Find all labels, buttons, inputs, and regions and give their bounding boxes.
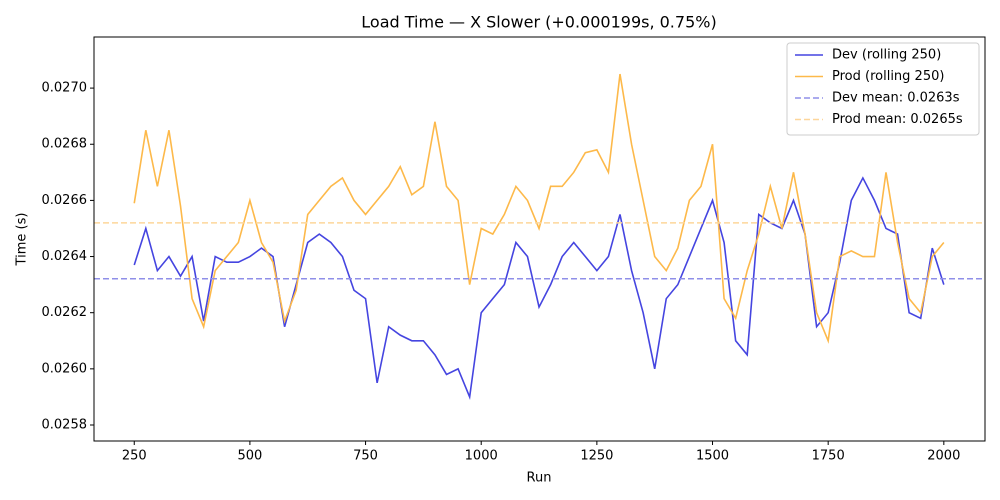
plot-frame: [93, 36, 986, 442]
x-axis-label: Run: [527, 471, 552, 486]
series-line: [133, 73, 945, 344]
legend: Dev (rolling 250) Prod (rolling 250) Dev m…: [786, 42, 980, 136]
x-tick-label: 500: [237, 449, 262, 464]
y-axis-label: Time (s): [15, 213, 30, 267]
x-tick-label: 250: [122, 449, 147, 464]
legend-label: Dev mean: 0.0263s: [832, 91, 960, 106]
y-tick-label: 0.0262: [42, 305, 88, 320]
chart-title: Load Time — X Slower (+0.000199s, 0.75%): [361, 13, 716, 32]
x-tick-label: 1250: [580, 449, 613, 464]
series-line: [133, 176, 945, 400]
legend-label: Prod (rolling 250): [832, 69, 944, 84]
legend-label: Dev (rolling 250): [832, 48, 941, 63]
x-tick-label: 750: [353, 449, 378, 464]
y-tick-label: 0.0268: [42, 137, 88, 152]
x-tick-label: 2000: [927, 449, 960, 464]
legend-label: Prod mean: 0.0265s: [832, 112, 963, 127]
x-tick-label: 1500: [696, 449, 729, 464]
legend-box: [786, 42, 980, 136]
y-tick-label: 0.0260: [42, 361, 88, 376]
y-tick-label: 0.0266: [42, 193, 88, 208]
x-tick-label: 1750: [812, 449, 845, 464]
y-tick-label: 0.0258: [42, 417, 88, 432]
y-tick-label: 0.0264: [42, 249, 88, 264]
y-tick-label: 0.0270: [42, 81, 88, 96]
x-tick-label: 1000: [465, 449, 498, 464]
